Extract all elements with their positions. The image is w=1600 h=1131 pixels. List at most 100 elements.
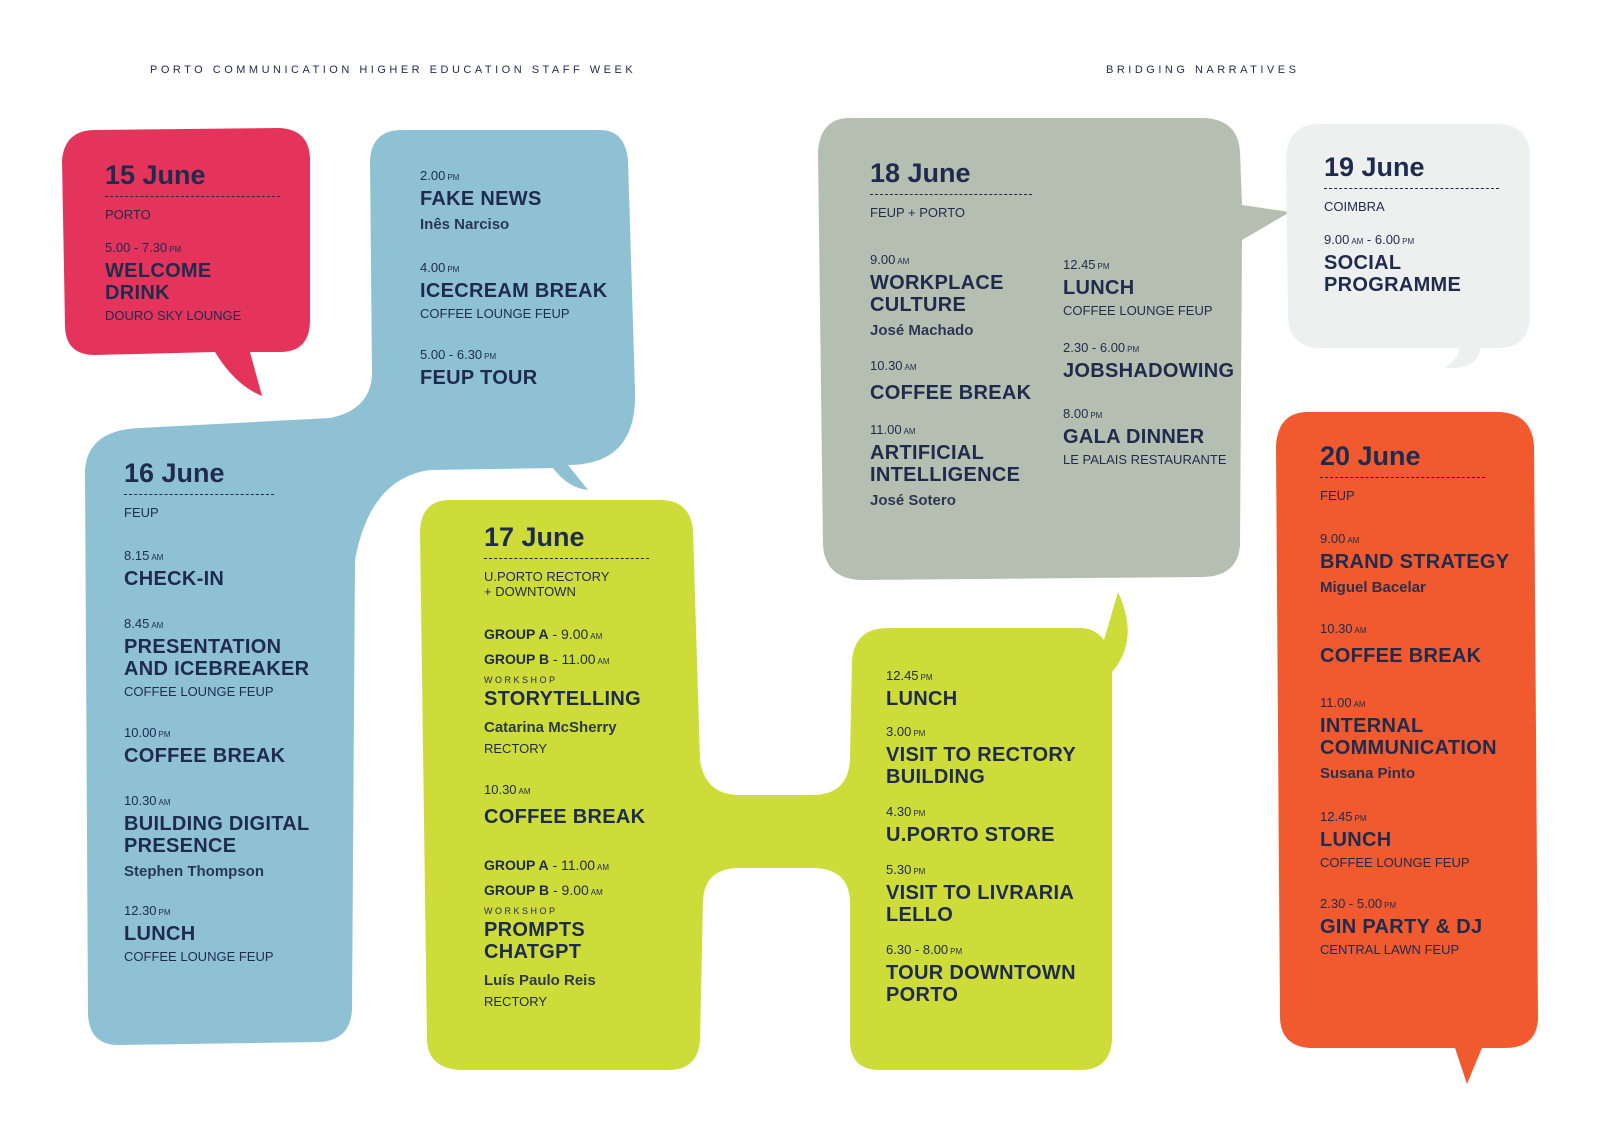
group-a-time: GROUP A - 9.00 AM <box>484 623 679 648</box>
group-label: GROUP B <box>484 651 550 667</box>
event-item: 10.00 PM COFFEE BREAK <box>124 725 334 767</box>
event-title-line-2: PRESENCE <box>124 835 237 857</box>
event-time: 10.30 <box>1320 621 1353 636</box>
speaker-name: Miguel Bacelar <box>1320 579 1426 596</box>
event-title: GIN PARTY & DJ <box>1320 916 1483 938</box>
group-time: - 11.00 <box>548 857 596 873</box>
location-line-1: U.PORTO RECTORY <box>484 569 610 584</box>
group-time: - 9.00 <box>548 626 589 642</box>
event-title: FEUP TOUR <box>420 367 538 389</box>
event-item: 2.00 PM FAKE NEWS Inês Narciso <box>420 168 620 234</box>
ampm: PM <box>950 947 963 956</box>
event-time: 12.30 <box>124 903 157 918</box>
event-item: 2.30 - 6.00 PM JOBSHADOWING <box>1063 340 1243 382</box>
red-bubble <box>62 128 310 396</box>
event-item: 8.00 PM GALA DINNER LE PALAIS RESTAURANTE <box>1063 406 1243 467</box>
event-title-line-2: AND ICEBREAKER <box>124 658 310 680</box>
event-item: 5.00 - 7.30 PM WELCOME DRINK DOURO SKY LO… <box>105 240 280 323</box>
ampm: PM <box>1090 411 1103 420</box>
event-time: 8.00 <box>1063 406 1089 421</box>
ampm: AM <box>903 427 916 436</box>
group-label: GROUP A <box>484 626 549 642</box>
event-title-line-2: CULTURE <box>870 294 967 316</box>
day-15-june: 15 June PORTO 5.00 - 7.30 PM WELCOME DRIN… <box>105 160 280 323</box>
workshop-prompts-chatgpt: GROUP A - 11.00 AM GROUP B - 9.00 AM WORKS… <box>484 854 679 1009</box>
event-item: 4.30 PM U.PORTO STORE <box>886 804 1101 846</box>
workshop-storytelling: GROUP A - 9.00 AM GROUP B - 11.00 AM WORKS… <box>484 623 679 756</box>
day-15-june-afternoon: 2.00 PM FAKE NEWS Inês Narciso 4.00 PM ICE… <box>420 168 620 389</box>
event-title: LUNCH <box>124 923 196 945</box>
event-title-line-2: COMMUNICATION <box>1320 737 1497 759</box>
ampm: PM <box>913 809 926 818</box>
date-heading: 15 June <box>105 160 280 197</box>
event-title-line-2: PORTO <box>886 984 959 1006</box>
ampm: PM <box>158 730 171 739</box>
event-time: 4.30 <box>886 804 912 819</box>
event-time: 3.00 <box>886 724 912 739</box>
event-item: 12.45 PM LUNCH COFFEE LOUNGE FEUP <box>1320 809 1525 870</box>
lime-bubble <box>420 500 1128 1070</box>
event-time: 4.00 <box>420 260 446 275</box>
ampm: AM <box>1354 626 1367 635</box>
location: FEUP <box>1320 488 1355 503</box>
ampm: PM <box>1097 262 1110 271</box>
event-title: WELCOME DRINK <box>105 260 212 304</box>
location: FEUP + PORTO <box>870 205 966 220</box>
event-time: 2.00 <box>420 168 446 183</box>
event-time: 10.00 <box>124 725 157 740</box>
event-time: 5.30 <box>886 862 912 877</box>
workshop-label: WORKSHOP <box>484 906 558 916</box>
event-title: JOBSHADOWING <box>1063 360 1235 382</box>
speaker-name: Inês Narciso <box>420 216 510 233</box>
date-heading: 16 June <box>124 458 274 495</box>
event-time-start: 9.00 <box>1324 232 1350 247</box>
group-label: GROUP A <box>484 857 549 873</box>
event-title-line-2: LELLO <box>886 904 954 926</box>
speaker-name: Catarina McSherry <box>484 719 617 736</box>
date-heading: 18 June <box>870 158 1032 195</box>
event-time: 5.00 - 7.30 <box>105 240 168 255</box>
event-title-line-1: VISIT TO RECTORY <box>886 744 1077 766</box>
date-heading: 17 June <box>484 522 649 559</box>
event-title: LUNCH <box>886 688 958 710</box>
ampm: PM <box>158 908 171 917</box>
ampm: AM <box>904 363 917 372</box>
event-title: CHECK-IN <box>124 568 225 590</box>
event-item: 8.45 AM PRESENTATION AND ICEBREAKER COFFE… <box>124 616 334 699</box>
event-title: LUNCH <box>1063 277 1135 299</box>
ampm: AM <box>158 798 171 807</box>
speaker-name: Luís Paulo Reis <box>484 972 596 989</box>
location: COIMBRA <box>1324 199 1385 214</box>
location: FEUP <box>124 505 159 520</box>
day-18-morning-column: 9.00 AM WORKPLACE CULTURE José Machado 10… <box>870 252 1050 510</box>
event-venue: COFFEE LOUNGE FEUP <box>1320 855 1470 870</box>
event-title: GALA DINNER <box>1063 426 1205 448</box>
ampm: AM <box>1347 536 1360 545</box>
event-title-line-1: ARTIFICIAL <box>870 442 985 464</box>
day-18-june: 18 June FEUP + PORTO <box>870 158 1230 220</box>
day-16-june: 16 June FEUP 8.15 AM CHECK-IN 8.45 AM PRES… <box>124 458 334 964</box>
ampm: PM <box>1402 237 1415 246</box>
event-venue: COFFEE LOUNGE FEUP <box>124 949 274 964</box>
ampm: AM <box>597 657 610 666</box>
event-title: COFFEE BREAK <box>870 382 1032 404</box>
event-title-line-1: WORKPLACE <box>870 272 1004 294</box>
event-time: 2.30 - 5.00 <box>1320 896 1383 911</box>
event-title-line-1: SOCIAL <box>1324 252 1402 274</box>
date-heading: 19 June <box>1324 152 1499 189</box>
event-title-line-1: PROMPTS <box>484 919 585 941</box>
event-item: 6.30 - 8.00 PM TOUR DOWNTOWN PORTO <box>886 942 1101 1006</box>
event-item: 10.30 AM COFFEE BREAK <box>870 358 1050 404</box>
event-title-line-2: CHATGPT <box>484 941 582 963</box>
event-item: 8.15 AM CHECK-IN <box>124 548 334 590</box>
event-time: 10.30 <box>124 793 157 808</box>
event-title: ICECREAM BREAK <box>420 280 608 302</box>
event-title: COFFEE BREAK <box>484 806 646 828</box>
event-item: 5.00 - 6.30 PM FEUP TOUR <box>420 347 620 389</box>
ampm: PM <box>1354 814 1367 823</box>
event-time: 12.45 <box>886 668 919 683</box>
group-time: - 11.00 <box>549 651 596 667</box>
event-title-line-2: BUILDING <box>886 766 986 788</box>
grey-bubble <box>818 118 1290 580</box>
event-venue: COFFEE LOUNGE FEUP <box>420 306 570 321</box>
